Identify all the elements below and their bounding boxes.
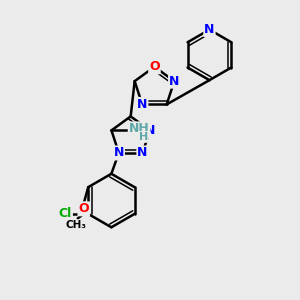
Text: O: O [149, 60, 160, 73]
Text: NH: NH [129, 122, 149, 135]
Text: N: N [114, 146, 124, 160]
Text: Cl: Cl [59, 207, 72, 220]
Text: N: N [137, 146, 148, 160]
Text: N: N [137, 98, 147, 111]
Text: N: N [204, 23, 214, 36]
Text: H: H [139, 132, 148, 142]
Text: O: O [78, 202, 89, 215]
Text: N: N [145, 124, 155, 137]
Text: N: N [169, 75, 179, 88]
Text: CH₃: CH₃ [66, 220, 87, 230]
